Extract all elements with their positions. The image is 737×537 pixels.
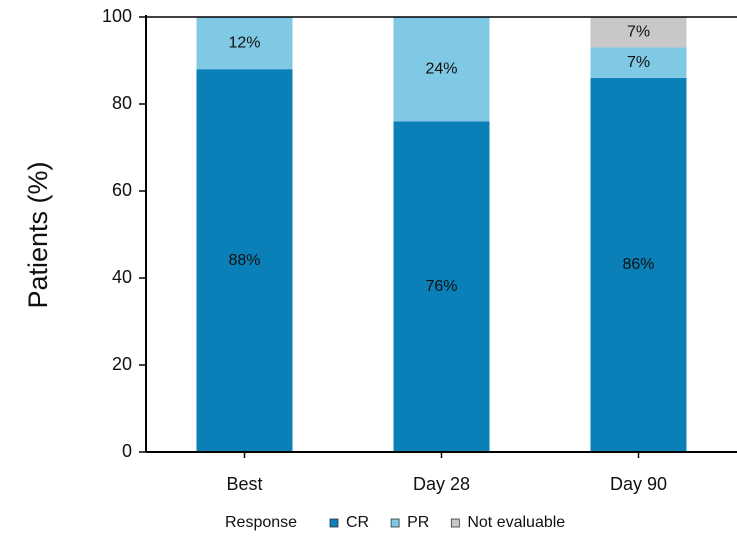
y-tick-label: 60 <box>112 180 132 200</box>
y-tick-label: 40 <box>112 267 132 287</box>
value-label: 7% <box>627 23 650 40</box>
value-label: 86% <box>622 256 654 273</box>
y-axis-label: Patients (%) <box>23 161 53 308</box>
legend-swatch <box>450 518 460 528</box>
value-label: 88% <box>228 252 260 269</box>
legend-title: Response <box>225 514 297 531</box>
legend-swatch <box>329 518 339 528</box>
bar-segment <box>196 69 293 452</box>
legend-swatch <box>390 518 400 528</box>
y-tick-label: 80 <box>112 93 132 113</box>
bar-segment <box>590 17 687 48</box>
legend-label: Not evaluable <box>467 514 565 531</box>
bar-segment <box>196 17 293 70</box>
bar-segment <box>393 121 490 453</box>
x-tick-label: Best <box>226 474 262 494</box>
y-tick-label: 100 <box>102 6 132 26</box>
y-tick-label: 20 <box>112 354 132 374</box>
y-tick-label: 0 <box>122 441 132 461</box>
legend-label: CR <box>346 514 369 531</box>
legend-label: PR <box>407 514 429 531</box>
bar-segment <box>590 77 687 453</box>
value-label: 12% <box>228 34 260 51</box>
bar-segment <box>590 47 687 78</box>
x-tick-label: Day 90 <box>610 474 667 494</box>
value-label: 7% <box>627 54 650 71</box>
x-tick-label: Day 28 <box>413 474 470 494</box>
value-label: 24% <box>425 60 457 77</box>
value-label: 76% <box>425 278 457 295</box>
bar-segment <box>393 17 490 122</box>
